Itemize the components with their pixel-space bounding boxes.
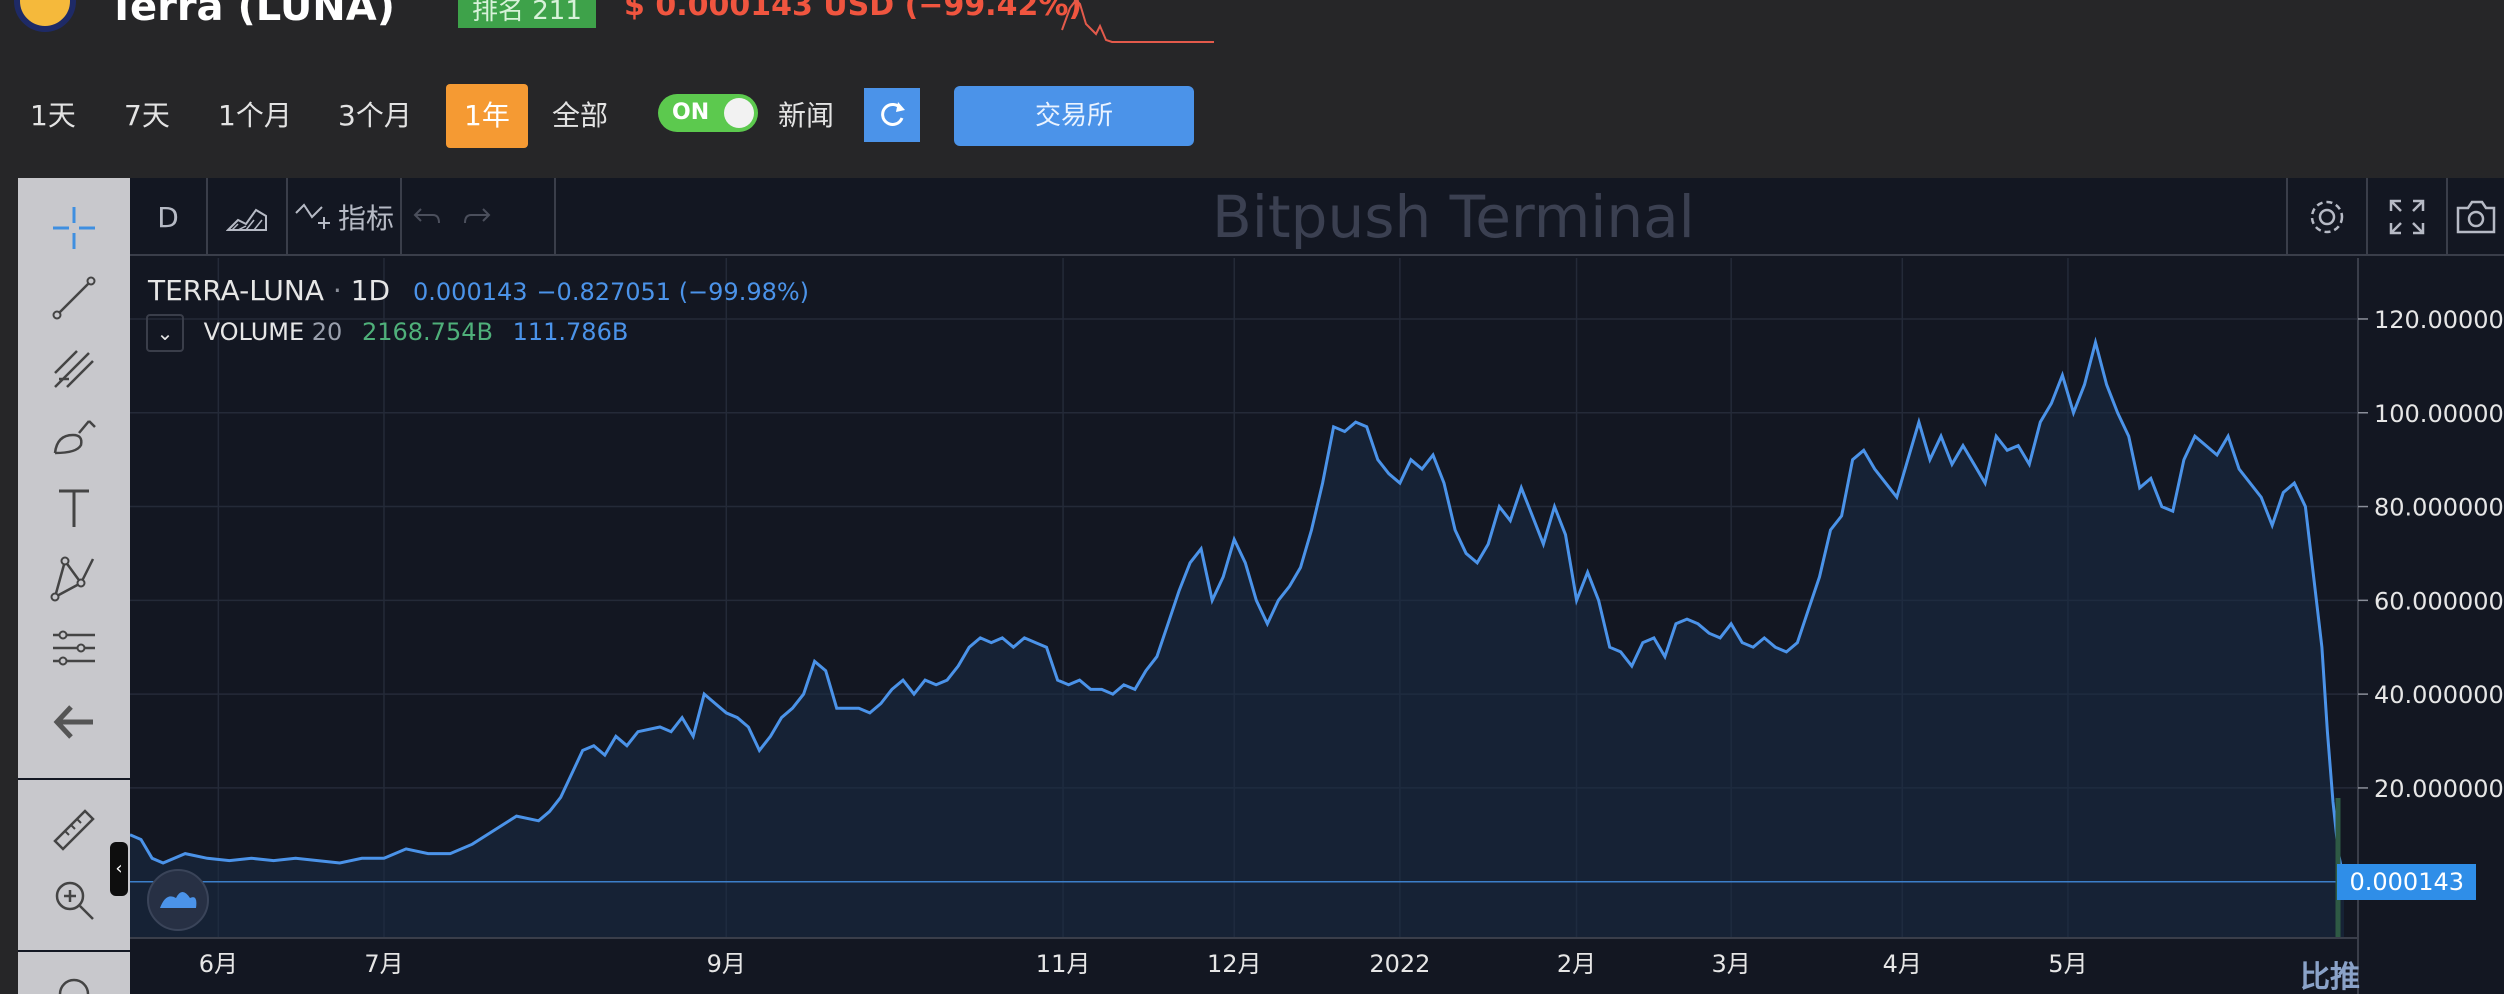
pitchfork-icon[interactable] — [38, 338, 110, 398]
camera-icon — [2456, 200, 2496, 234]
news-label: 新闻 — [778, 99, 835, 132]
collapse-toolbar-button[interactable]: ‹ — [110, 842, 128, 896]
toolbar-divider — [18, 778, 130, 780]
prediction-icon[interactable] — [38, 618, 110, 678]
chart-type-button[interactable] — [208, 178, 286, 256]
price-tick-label: 120.000000 — [2374, 306, 2504, 334]
interval-button[interactable]: D — [157, 200, 179, 234]
legend-change: −0.827051 (−99.98%) — [536, 278, 810, 306]
zoom-in-icon[interactable] — [38, 870, 110, 930]
legend-last: 0.000143 — [413, 278, 528, 306]
symbol-legend: TERRA-LUNA · 1D 0.000143 −0.827051 (−99.… — [148, 274, 810, 307]
time-tick-label: 12月 — [1207, 950, 1262, 978]
redo-button[interactable] — [452, 178, 502, 256]
crosshair-icon[interactable] — [38, 198, 110, 258]
toolbar-divider — [400, 178, 402, 256]
fullscreen-button[interactable] — [2368, 178, 2446, 256]
chart-terminal: ‹ D 指标 Bitpush Terminal — [18, 178, 2504, 994]
snapshot-button[interactable] — [2448, 178, 2504, 256]
chart-logo[interactable] — [147, 869, 209, 931]
price-tick-label: 100.000000 — [2374, 400, 2504, 428]
rank-badge: 排名 211 — [458, 0, 596, 28]
price-line — [129, 336, 2346, 882]
period-1y[interactable]: 1年 — [446, 84, 528, 148]
period-1d[interactable]: 1天 — [30, 99, 76, 132]
text-tool-icon[interactable] — [38, 478, 110, 538]
undo-icon — [413, 208, 440, 224]
terminal-watermark: Bitpush Terminal — [1212, 183, 1695, 251]
chart-toolbar: D 指标 Bitpush Terminal — [130, 178, 2504, 256]
price-tick-label: 80.000000 — [2374, 494, 2504, 522]
volume-legend: ⌄ VOLUME 20 2168.754B 111.786B — [146, 314, 628, 352]
area-chart-icon — [226, 208, 267, 231]
time-tick-label: 7月 — [364, 950, 403, 978]
time-tick-label: 5月 — [2048, 950, 2087, 978]
volume-value: 111.786B — [512, 318, 629, 346]
indicators-label: 指标 — [337, 202, 394, 235]
toggle-knob — [724, 98, 754, 128]
volume-ma: 2168.754B — [361, 318, 493, 346]
legend-symbol: TERRA-LUNA — [148, 274, 325, 307]
toolbar-divider — [286, 178, 288, 256]
price-chart[interactable]: 120.000000 100.000000 80.000000 60.000000 40… — [129, 258, 2504, 994]
time-tick-label: 4月 — [1883, 950, 1922, 978]
toolbar-divider — [2446, 178, 2448, 256]
time-tick-label: 3月 — [1712, 950, 1751, 978]
toolbar-divider — [554, 178, 556, 256]
coin-header: Terra (LUNA) 排名 211 $ 0.000143 USD (−99.… — [0, 0, 2504, 50]
volume-length: 20 — [311, 318, 343, 346]
coin-name: Terra (LUNA) — [108, 0, 396, 30]
luna-logo-icon — [14, 0, 76, 32]
refresh-icon — [881, 102, 905, 126]
price-axis: 120.000000 100.000000 80.000000 60.000000 40… — [2358, 306, 2504, 803]
toolbar-divider — [18, 950, 130, 952]
exchange-button[interactable]: 交易所 — [954, 86, 1194, 146]
settings-button[interactable] — [2288, 178, 2366, 256]
indicators-button[interactable]: 指标 — [288, 178, 400, 256]
price-change: $ 0.000143 USD (−99.42%) — [624, 0, 1083, 23]
news-toggle[interactable]: ON — [658, 94, 758, 132]
toolbar-divider — [2286, 178, 2288, 256]
time-tick-label: 11月 — [1036, 950, 1091, 978]
period-1m[interactable]: 1个月 — [218, 99, 292, 132]
period-7d[interactable]: 7天 — [124, 99, 170, 132]
ruler-icon[interactable] — [38, 800, 110, 860]
last-price-tag: 0.000143 — [2337, 863, 2476, 900]
back-arrow-icon[interactable] — [38, 692, 110, 752]
time-tick-label: 6月 — [199, 950, 238, 978]
toolbar-divider — [206, 178, 208, 256]
legend-interval: 1D — [350, 274, 391, 307]
refresh-button[interactable] — [864, 88, 920, 142]
volume-label: VOLUME — [203, 318, 305, 346]
time-axis: 6月 7月 9月 11月 12月 2022 2月 3月 4月 5月 — [199, 950, 2088, 978]
price-tick-label: 20.000000 — [2374, 775, 2504, 803]
brush-icon[interactable] — [38, 408, 110, 468]
news-toggle-label: ON — [672, 100, 710, 125]
price-tick-label: 60.000000 — [2374, 587, 2504, 615]
legend-collapse-button[interactable]: ⌄ — [146, 314, 184, 352]
brand-watermark: 比推 — [2300, 960, 2360, 994]
period-all[interactable]: 全部 — [552, 99, 609, 132]
indicators-icon — [295, 203, 330, 229]
time-tick-label: 2月 — [1557, 950, 1596, 978]
undo-button[interactable] — [402, 178, 452, 256]
toolbar-divider — [2366, 178, 2368, 256]
redo-icon — [464, 208, 491, 224]
price-tick-label: 40.000000 — [2374, 681, 2504, 709]
time-tick-label: 9月 — [707, 950, 746, 978]
trend-line-icon[interactable] — [38, 268, 110, 328]
fullscreen-icon — [2389, 199, 2425, 235]
period-3m[interactable]: 3个月 — [338, 99, 412, 132]
pattern-icon[interactable] — [38, 548, 110, 608]
gear-icon — [2310, 200, 2344, 234]
price-area-fill — [130, 342, 2344, 938]
time-tick-label: 2022 — [1369, 950, 1430, 978]
price-chart-svg: 120.000000 100.000000 80.000000 60.000000 40… — [129, 258, 2504, 994]
magnet-icon[interactable] — [38, 964, 110, 994]
price-sparkline — [1061, 0, 1214, 43]
drawing-toolbar: ‹ — [18, 178, 130, 994]
